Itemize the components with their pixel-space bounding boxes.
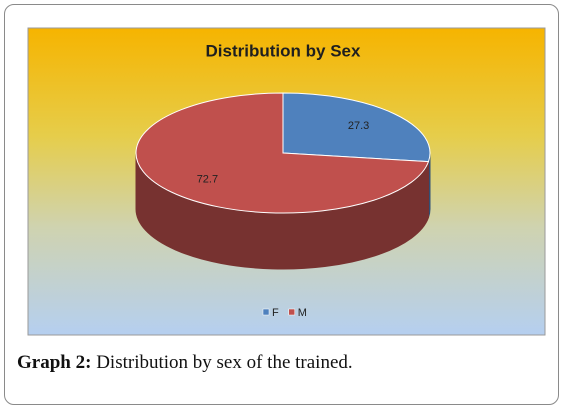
chart-title: Distribution by Sex — [206, 41, 361, 60]
legend-swatch — [262, 308, 270, 316]
data-label: 27.3 — [348, 120, 369, 132]
pie-slice — [282, 92, 431, 163]
legend-label: F — [272, 307, 279, 319]
chart-area — [27, 27, 546, 336]
caption-text: Distribution by sex of the trained. — [96, 352, 353, 373]
figure-frame — [4, 4, 559, 405]
data-label: 72.7 — [197, 174, 218, 186]
pie-slice — [135, 92, 430, 214]
legend-swatch — [288, 308, 295, 316]
caption: Graph 2: Distribution by sex of the trai… — [17, 352, 353, 374]
legend-label: M — [298, 307, 307, 319]
caption-label: Graph 2: — [17, 352, 92, 373]
